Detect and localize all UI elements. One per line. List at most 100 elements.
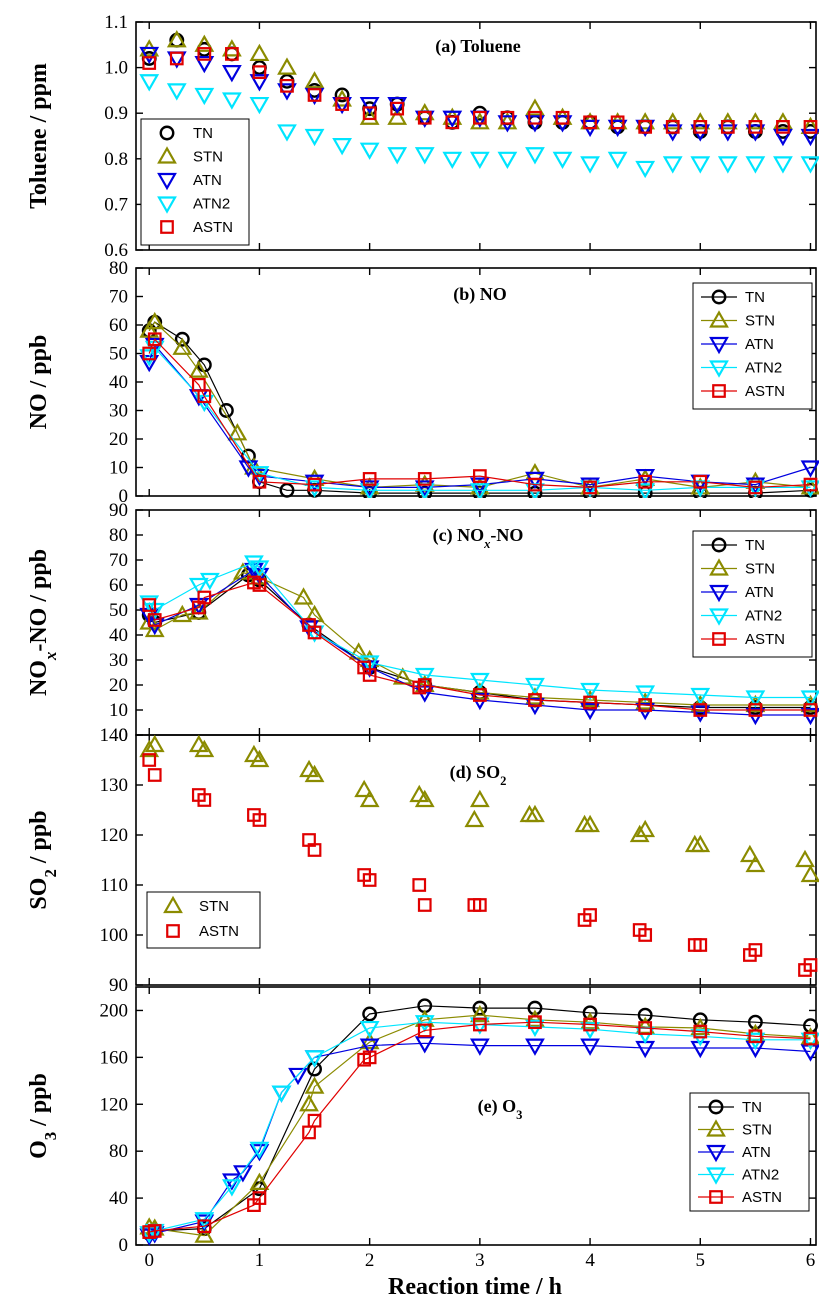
data-point <box>445 115 460 130</box>
data-point <box>800 460 819 478</box>
series-ATN2 <box>139 74 819 179</box>
data-point <box>390 101 405 116</box>
data-point <box>745 854 766 873</box>
data-point <box>414 147 435 165</box>
panel-title: (c) NOx-NO <box>433 525 524 551</box>
legend-marker <box>712 632 726 646</box>
data-point <box>580 689 600 708</box>
x-tick-label: 3 <box>475 1250 485 1271</box>
data-point <box>387 147 408 165</box>
series-line <box>148 346 811 491</box>
data-point <box>469 112 490 130</box>
y-tick-label: 60 <box>109 315 128 336</box>
data-point <box>359 655 380 673</box>
panel-title: (a) Toluene <box>435 36 521 57</box>
legend-label: ASTN <box>745 383 785 400</box>
legend: TN STN ATN ATN2 ASTN <box>140 118 250 246</box>
x-tick-label: 5 <box>696 1250 706 1271</box>
data-point <box>417 472 432 486</box>
legend-marker <box>157 172 177 191</box>
data-point <box>194 55 215 74</box>
data-point <box>249 1172 270 1190</box>
data-point <box>142 56 157 70</box>
legend-marker <box>157 146 177 164</box>
data-point <box>147 768 162 782</box>
data-point <box>335 97 349 111</box>
data-point <box>739 844 760 863</box>
x-tick-label: 0 <box>144 1250 154 1271</box>
data-point <box>249 43 270 62</box>
y-tick-label: 40 <box>109 625 128 646</box>
data-point <box>362 472 377 486</box>
data-point <box>307 843 322 857</box>
data-point <box>662 156 683 174</box>
legend-marker <box>709 1190 723 1204</box>
data-point <box>252 813 267 827</box>
data-point <box>139 349 160 367</box>
data-point <box>747 1014 763 1030</box>
series-group <box>139 311 819 498</box>
data-point <box>359 107 380 125</box>
data-point <box>197 389 212 404</box>
panel-0: 0.6 0.7 0.8 0.9 1.0 1.1 Toluene / ppm (a) Tolue… <box>26 12 819 261</box>
data-point <box>580 1011 600 1030</box>
y-axis-title: NO / ppb <box>26 335 52 430</box>
data-point <box>693 703 708 717</box>
data-point <box>299 620 319 638</box>
legend-label: STN <box>745 561 775 578</box>
data-point <box>144 311 165 330</box>
y-axis-title: O3 / ppb <box>26 1073 60 1159</box>
data-point <box>362 1050 377 1065</box>
data-point <box>583 695 597 710</box>
y-tick-label: 10 <box>109 458 128 479</box>
data-point <box>194 34 215 52</box>
legend-label: ATN <box>193 172 222 189</box>
data-point <box>417 678 432 692</box>
legend-marker <box>711 537 727 553</box>
x-tick-label: 1 <box>255 1250 265 1271</box>
data-point <box>580 1038 600 1056</box>
data-point <box>139 46 160 65</box>
y-tick-label: 0.7 <box>104 194 128 215</box>
legend-marker <box>706 1119 726 1137</box>
panel-3: 90 100 110 120 130 140 SO2 / ppb (d) SO2 STN ASTN <box>26 725 819 996</box>
data-point <box>693 1024 708 1039</box>
data-point <box>218 403 234 418</box>
data-point <box>580 156 600 174</box>
data-point <box>233 1165 253 1183</box>
data-point <box>776 120 790 134</box>
data-point <box>469 1004 490 1023</box>
data-point <box>580 682 600 701</box>
data-point <box>348 642 369 660</box>
data-point <box>414 480 435 498</box>
x-tick-label: 6 <box>806 1250 816 1271</box>
data-point <box>464 809 485 828</box>
data-point <box>197 793 212 807</box>
data-point <box>362 106 377 121</box>
y-tick-label: 80 <box>109 1141 128 1162</box>
data-point <box>304 480 325 498</box>
data-point <box>249 749 270 768</box>
data-point <box>803 703 818 717</box>
data-point <box>147 332 162 347</box>
data-point <box>225 47 239 61</box>
data-point <box>414 667 435 686</box>
data-point <box>748 480 763 495</box>
legend-label: STN <box>193 149 223 166</box>
data-point <box>169 51 184 66</box>
legend-marker <box>706 1144 726 1163</box>
data-point <box>414 1036 435 1054</box>
legend-label: ATN2 <box>745 360 782 377</box>
data-point <box>469 672 490 691</box>
data-point <box>469 682 490 700</box>
legend: STN ASTN <box>146 891 261 949</box>
data-point <box>307 88 322 102</box>
y-tick-label: 0.6 <box>104 240 128 261</box>
data-point <box>803 1031 818 1046</box>
data-point <box>252 65 267 80</box>
data-point <box>690 834 711 853</box>
plot-frame <box>135 734 817 986</box>
data-point <box>144 734 165 753</box>
data-point <box>359 96 380 115</box>
